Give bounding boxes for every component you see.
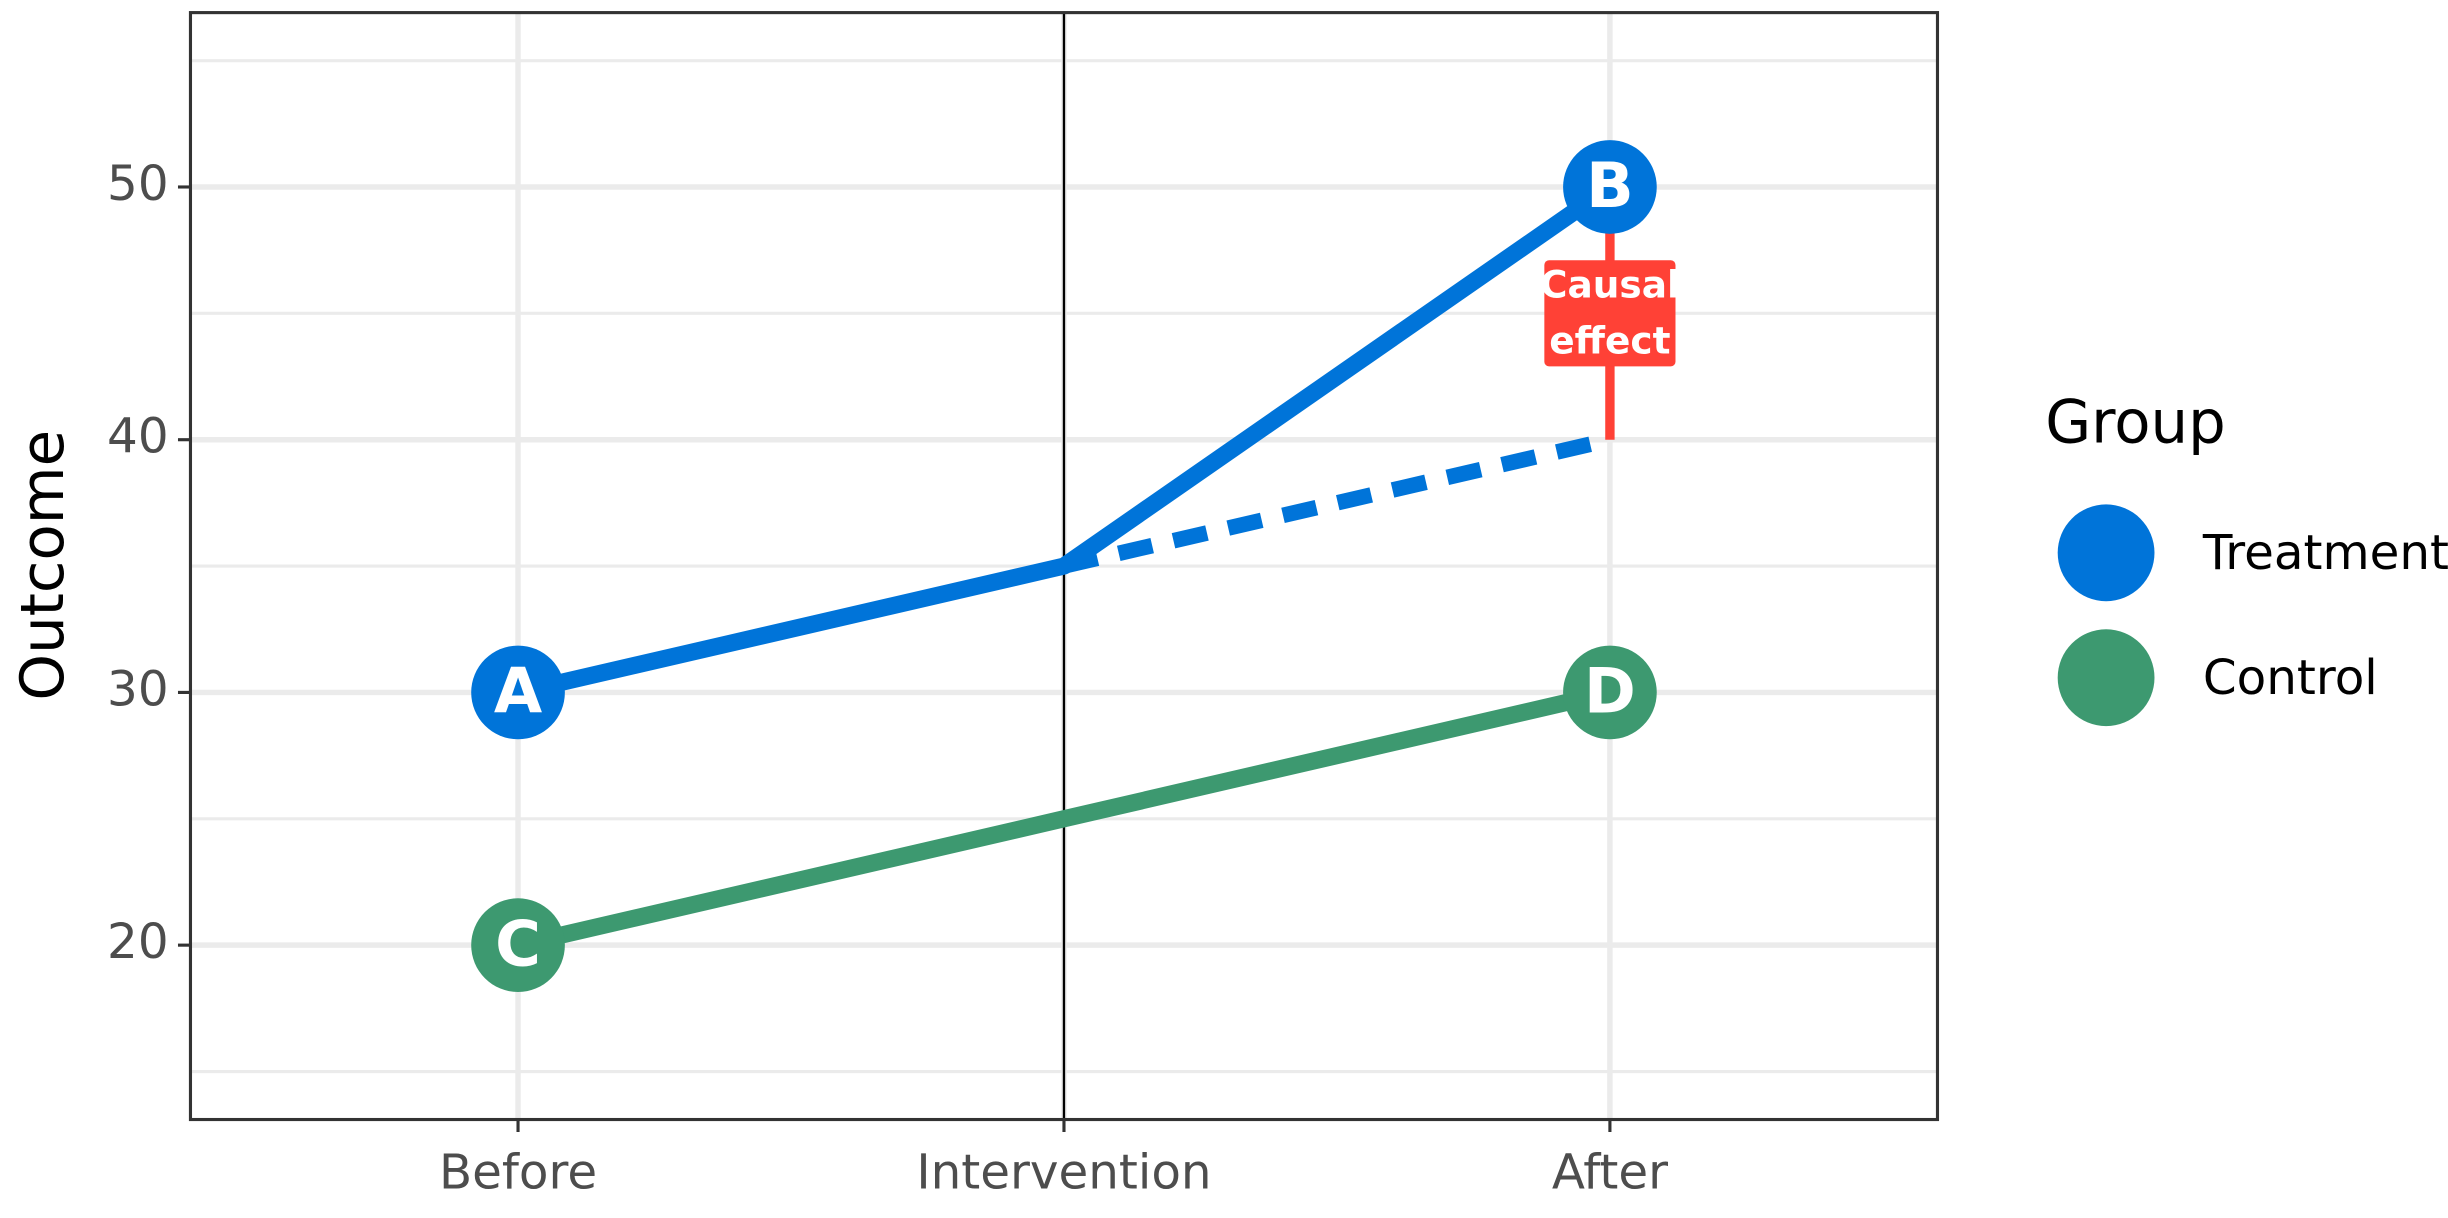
effect-label: Causal	[1540, 262, 1680, 306]
y-tick-label: 30	[107, 661, 169, 717]
y-axis-title: Outcome	[8, 430, 77, 701]
point-label: B	[1586, 149, 1634, 222]
point-label: C	[495, 907, 541, 980]
effect-label: effect	[1549, 319, 1670, 363]
effect-label-box	[1544, 260, 1676, 367]
legend-swatch	[2057, 504, 2155, 602]
point	[1563, 645, 1657, 740]
point-label: A	[494, 655, 543, 728]
point-label: D	[1584, 655, 1636, 728]
x-tick-label: Before	[439, 1145, 597, 1201]
legend-swatch	[2057, 629, 2155, 727]
x-tick-label: Intervention	[916, 1145, 1211, 1201]
point	[471, 898, 565, 992]
counterfactual-line	[1062, 432, 1612, 574]
series-line	[516, 179, 1615, 701]
legend-label: Control	[2203, 650, 2378, 706]
y-tick-label: 50	[107, 156, 169, 212]
y-tick-label: 20	[107, 914, 169, 970]
x-tick-label: After	[1552, 1145, 1668, 1201]
point	[471, 645, 565, 740]
y-tick-label: 40	[107, 409, 169, 465]
legend-title: Group	[2045, 387, 2226, 456]
series-line	[516, 684, 1612, 954]
legend-label: Treatment	[2202, 525, 2448, 581]
point	[1563, 140, 1657, 234]
